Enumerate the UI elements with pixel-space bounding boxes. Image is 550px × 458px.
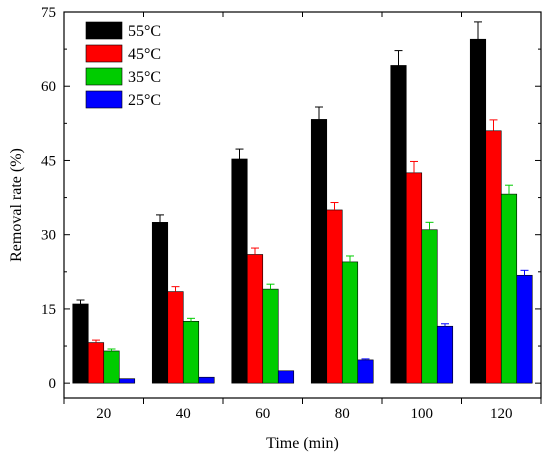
bar: [277, 370, 295, 384]
legend-label: 25°C: [128, 92, 161, 109]
y-axis-title: Removal rate (%): [8, 148, 25, 262]
bar: [198, 376, 215, 384]
bar: [326, 209, 343, 384]
bar: [103, 350, 120, 384]
legend-label: 35°C: [128, 69, 161, 86]
x-tick-label: 80: [335, 406, 350, 422]
x-tick-label: 100: [411, 406, 434, 422]
bar: [87, 342, 105, 384]
y-tick-label: 60: [41, 79, 56, 95]
bar: [405, 172, 423, 384]
bar: [390, 65, 407, 384]
legend-item-1: 45°C: [85, 44, 161, 63]
legend-label: 55°C: [128, 23, 161, 40]
x-tick-label: 20: [96, 406, 111, 422]
bar: [357, 359, 374, 384]
bar: [341, 261, 359, 384]
y-tick-label: 30: [41, 228, 56, 244]
y-tick-label: 75: [41, 5, 56, 21]
legend-item-0: 55°C: [85, 21, 161, 40]
plot-area: [72, 21, 533, 384]
x-tick-label: 40: [176, 406, 191, 422]
y-tick-label: 15: [41, 302, 56, 318]
bar: [310, 119, 328, 384]
bar: [167, 291, 184, 384]
axes: 0 15 30 45 60 75 20 40 60 80 100 120: [41, 5, 542, 422]
bar: [246, 254, 264, 384]
bar: [262, 288, 279, 384]
bar: [436, 325, 454, 384]
bar: [151, 222, 169, 384]
legend-label: 45°C: [128, 46, 161, 63]
legend: 55°C 45°C 35°C 25°C: [85, 21, 161, 109]
bar: [72, 303, 89, 384]
bar: [421, 229, 438, 384]
x-axis-title: Time (min): [266, 435, 339, 452]
legend-swatch: [85, 44, 123, 63]
y-tick-label: 0: [49, 376, 57, 392]
bar: [231, 158, 248, 384]
bar: [485, 130, 502, 384]
bar: [516, 274, 533, 384]
legend-swatch: [85, 21, 123, 40]
legend-swatch: [85, 90, 123, 109]
legend-swatch: [85, 67, 123, 86]
x-tick-label: 120: [490, 406, 513, 422]
y-tick-label: 45: [41, 153, 56, 169]
x-tick-label: 60: [255, 406, 270, 422]
bar: [500, 193, 518, 384]
bar: [469, 38, 487, 384]
legend-item-2: 35°C: [85, 67, 161, 86]
bar: [118, 378, 136, 384]
bar: [182, 320, 200, 384]
legend-item-3: 25°C: [85, 90, 161, 109]
